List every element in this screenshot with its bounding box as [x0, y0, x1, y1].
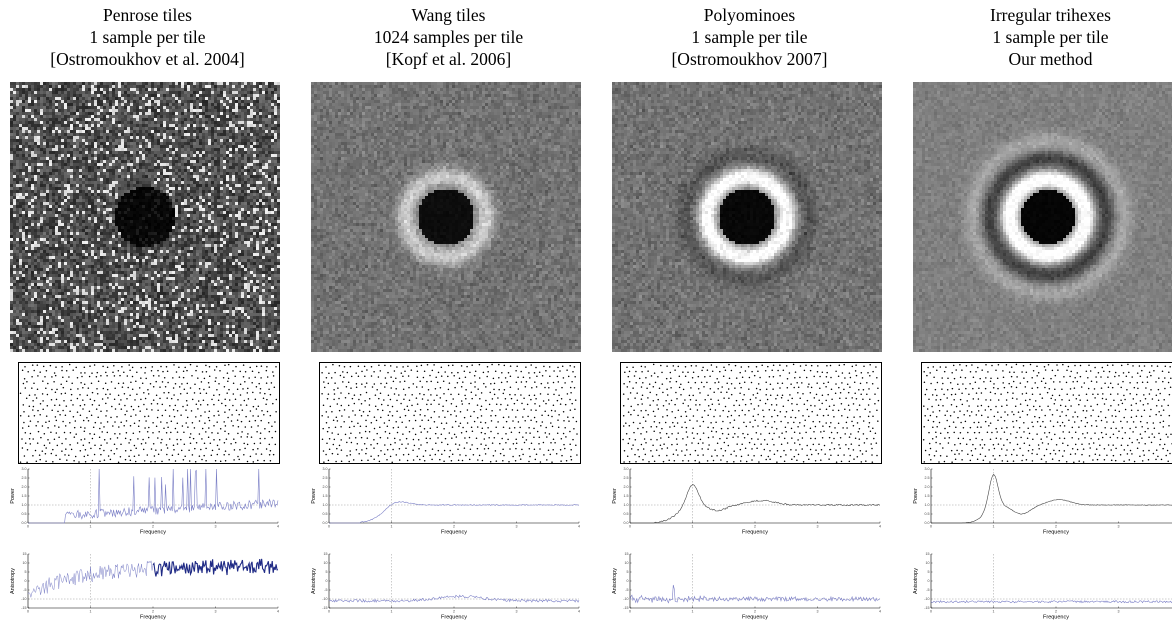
spectrum-svg — [10, 82, 280, 352]
point-distribution-image — [620, 362, 882, 464]
y-axis-label: Power — [612, 488, 618, 504]
column-polyominoes: Polyominoes 1 sample per tile [Ostromouk… — [612, 0, 887, 635]
fourier-spectrum-image — [913, 82, 1172, 352]
y-axis-label: Anisotropy — [311, 568, 317, 594]
y-axis-label: Power — [10, 488, 16, 504]
y-axis-label: Anisotropy — [913, 568, 919, 594]
point-distribution-image — [18, 362, 280, 464]
caption-line-3: [Ostromoukhov et al. 2004] — [10, 48, 285, 70]
point-distribution-image — [319, 362, 581, 464]
caption-line-3: [Ostromoukhov 2007] — [612, 48, 887, 70]
column-wang: Wang tiles 1024 samples per tile [Kopf e… — [311, 0, 586, 635]
column-penrose: Penrose tiles 1 sample per tile [Ostromo… — [10, 0, 285, 635]
caption-line-3: [Kopf et al. 2006] — [311, 48, 586, 70]
caption-line-1: Penrose tiles — [10, 4, 285, 26]
caption-line-2: 1 sample per tile — [612, 26, 887, 48]
column-trihexes: Irregular trihexes 1 sample per tile Our… — [913, 0, 1172, 635]
fourier-spectrum-image — [612, 82, 882, 352]
fourier-spectrum-image — [10, 82, 280, 352]
spectrum-svg — [913, 82, 1172, 352]
x-axis-label: Frequency — [742, 615, 768, 621]
points-svg — [19, 363, 278, 463]
point-distribution-image — [921, 362, 1172, 464]
y-axis-label: Anisotropy — [612, 568, 618, 594]
points-svg — [321, 363, 578, 463]
caption-line-1: Wang tiles — [311, 4, 586, 26]
y-axis-label: Anisotropy — [10, 568, 16, 594]
caption: Wang tiles 1024 samples per tile [Kopf e… — [311, 4, 586, 70]
caption-line-1: Polyominoes — [612, 4, 887, 26]
fourier-spectrum-image — [311, 82, 581, 352]
caption: Penrose tiles 1 sample per tile [Ostromo… — [10, 4, 285, 70]
y-axis-label: Power — [311, 488, 317, 504]
x-axis-label: Frequency — [1043, 530, 1069, 536]
x-axis-label: Frequency — [140, 530, 166, 536]
y-axis-label: Power — [913, 488, 919, 504]
caption: Irregular trihexes 1 sample per tile Our… — [913, 4, 1172, 70]
caption-line-2: 1024 samples per tile — [311, 26, 586, 48]
points-svg — [622, 363, 880, 463]
caption-line-1: Irregular trihexes — [913, 4, 1172, 26]
x-axis-label: Frequency — [1043, 615, 1069, 621]
caption: Polyominoes 1 sample per tile [Ostromouk… — [612, 4, 887, 70]
caption-line-3: Our method — [913, 48, 1172, 70]
x-axis-label: Frequency — [742, 530, 768, 536]
spectrum-svg — [612, 82, 882, 352]
x-axis-label: Frequency — [140, 615, 166, 621]
caption-line-2: 1 sample per tile — [10, 26, 285, 48]
x-axis-label: Frequency — [441, 530, 467, 536]
spectrum-svg — [311, 82, 581, 352]
caption-line-2: 1 sample per tile — [913, 26, 1172, 48]
points-svg — [922, 363, 1172, 463]
x-axis-label: Frequency — [441, 615, 467, 621]
